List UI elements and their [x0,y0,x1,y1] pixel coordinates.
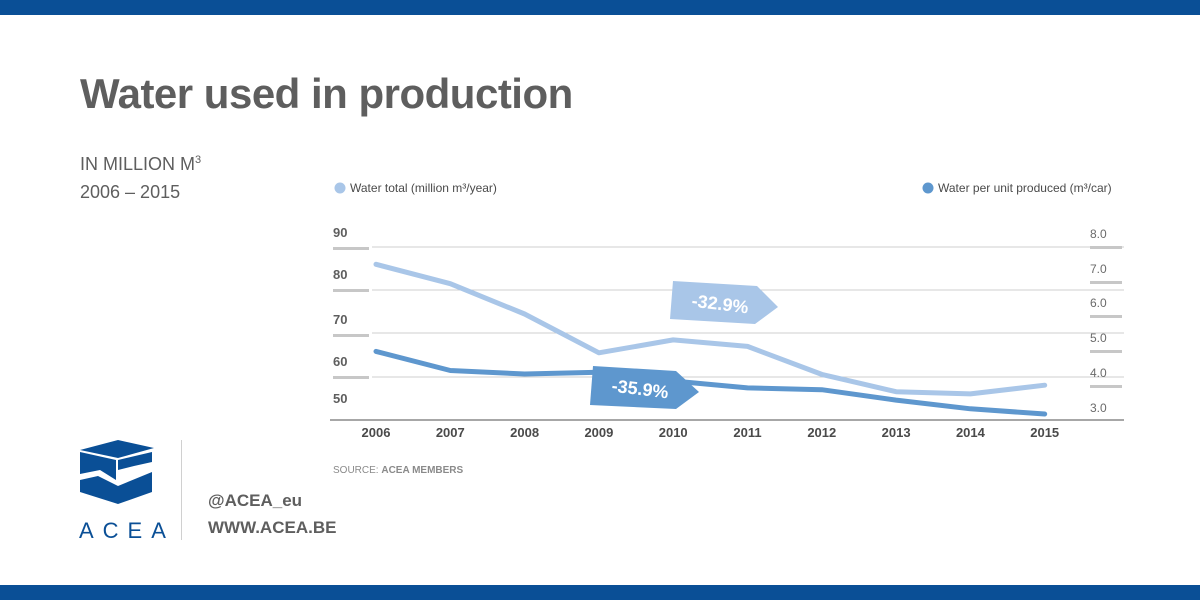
x-tick-label: 2006 [362,425,391,440]
y-left-tick-mark [333,376,369,379]
unit-superscript: 3 [195,154,202,166]
footer-divider [181,440,182,540]
subtitle: IN MILLION M3 2006 – 2015 [80,146,201,206]
x-tick-label: 2013 [882,425,911,440]
source-prefix: SOURCE: [333,465,381,476]
source-note: SOURCE: ACEA MEMBERS [333,465,464,476]
y-right-tick-label: 6.0 [1090,296,1107,310]
x-tick-label: 2008 [510,425,539,440]
y-right-tick-mark [1090,246,1122,249]
y-left-tick-mark [333,334,369,337]
y-right-tick-mark [1090,350,1122,353]
annotation-arrow-water-per-unit [590,366,699,409]
legend-marker-water-total [334,182,346,194]
y-left-tick-mark [333,247,369,250]
y-right-tick-label: 8.0 [1090,227,1107,241]
y-right-tick-mark [1090,281,1122,284]
acea-logo-icon [80,440,154,504]
x-tick-label: 2007 [436,425,465,440]
year-range: 2006 – 2015 [80,182,181,202]
y-left-tick-label: 60 [333,354,347,369]
legend-label-water-per-unit: Water per unit produced (m³/car) [938,181,1112,195]
logo-wordmark: ACEA [79,518,175,543]
y-left-tick-label: 50 [333,391,347,406]
x-tick-label: 2012 [807,425,836,440]
twitter-handle[interactable]: @ACEA_eu [208,491,303,510]
x-tick-label: 2011 [733,425,761,440]
source-name: ACEA MEMBERS [381,465,463,476]
legend-label-water-total: Water total (million m³/year) [350,181,497,195]
series-line-water-total [373,261,1048,397]
y-left-tick-label: 80 [333,267,347,282]
bottom-band [0,585,1200,600]
x-tick-label: 2015 [1030,425,1059,440]
y-right-tick-mark [1090,385,1122,388]
y-right-tick-label: 3.0 [1090,401,1107,415]
page-title: Water used in production [80,70,573,117]
y-left-tick-mark [333,289,369,292]
series-line-water-per-unit [373,348,1048,417]
unit-label: IN MILLION M3 [80,146,201,178]
y-right-tick-label: 4.0 [1090,366,1107,380]
y-left-tick-label: 70 [333,312,347,327]
y-right-tick-label: 7.0 [1090,262,1107,276]
unit-text: IN MILLION M [80,154,196,174]
y-right-tick-label: 5.0 [1090,331,1107,345]
annotation-arrow-water-total [670,281,778,324]
top-band [0,0,1200,15]
x-tick-label: 2009 [584,425,613,440]
legend-marker-water-per-unit [922,182,934,194]
x-tick-label: 2014 [956,425,986,440]
line-chart: 90 80 70 60 50 8.0 7.0 6.0 5.0 4.0 3.0 2006 2007 2008… [330,181,1124,476]
x-tick-label: 2010 [659,425,688,440]
website-link[interactable]: WWW.ACEA.BE [208,518,337,537]
y-left-tick-label: 90 [333,225,347,240]
y-right-tick-mark [1090,315,1122,318]
